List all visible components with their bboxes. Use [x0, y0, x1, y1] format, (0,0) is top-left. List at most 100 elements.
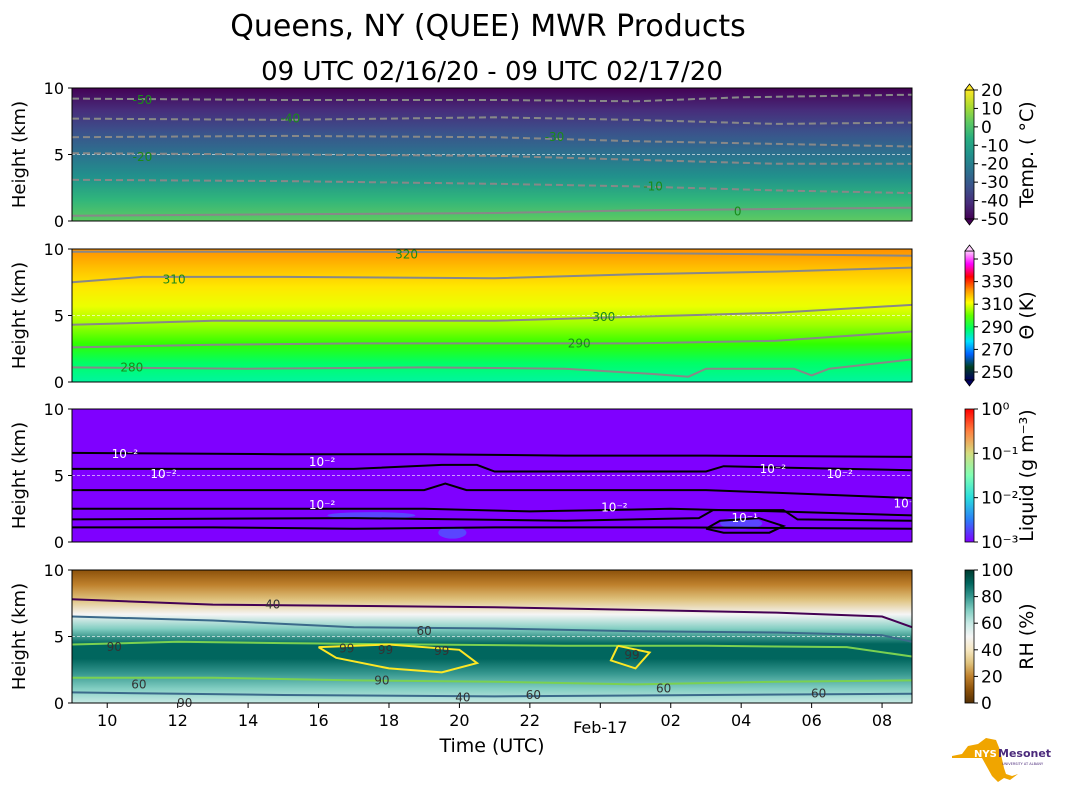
x-tick-label: 06: [801, 711, 821, 730]
panel-liquid-water: 10⁻² 10⁻² 10⁻² 10⁻² 10⁻² 10⁻¹ 10⁻² 10⁻² 10⁻² 0 5 10…: [9, 400, 1038, 553]
y-tick-label: 0: [54, 533, 64, 552]
y-axis-label: Height (km): [9, 422, 30, 529]
contour-label: 99: [339, 641, 354, 655]
contour-label: 310: [163, 273, 186, 287]
y-axis-label: Height (km): [9, 583, 30, 690]
colorbar-label: RH (%): [1016, 603, 1038, 669]
colorbar-tick-label: -20: [981, 155, 1009, 175]
contour-label: 290: [568, 336, 591, 350]
contour-line-99: [609, 644, 652, 670]
contour-line-10⁻²: [72, 463, 913, 473]
colorbar-label: Temp. ( °C): [1016, 101, 1038, 208]
colorbar-relative-humidity: 100 80 60 40 20 0 RH (%): [964, 561, 1038, 714]
x-axis: 10 12 14 16 18 20 22 Feb-17 02 04 06 08: [97, 703, 892, 737]
liquid-blob: [327, 512, 416, 519]
y-tick-label: 10: [44, 400, 64, 419]
contour-line-310: [71, 266, 913, 284]
contour-line-0: [71, 206, 913, 217]
contour-label: 10⁻²: [112, 447, 139, 461]
contour-line-280: [71, 358, 913, 378]
y-tick-label: 5: [54, 146, 64, 165]
x-tick-label: 02: [661, 711, 681, 730]
contour-line-10⁻²: [72, 526, 913, 530]
contour-line--10: [71, 178, 913, 195]
colorbar-tick-label: 270: [981, 340, 1013, 360]
contour-label: 10⁻²: [309, 455, 336, 469]
nys-mesonet-logo: NYS Mesonet UNIVERSITY AT ALBANY: [952, 738, 1051, 782]
y-tick-label: 5: [54, 467, 64, 486]
colorbar-bar: [964, 408, 975, 543]
contour-label: 10⁻²: [601, 500, 628, 514]
y-tick-label: 10: [44, 561, 64, 580]
contour-label: 320: [395, 247, 418, 261]
colorbar-tick-label: 10⁻³: [981, 533, 1018, 553]
y-tick-label: 5: [54, 307, 64, 326]
colorbar-tick-label: 0: [981, 694, 992, 714]
contour-label: -30: [545, 130, 565, 144]
colorbar-tick-label: 60: [981, 614, 1003, 634]
colorbar-tick-label: 20: [981, 81, 1003, 101]
contour-line-10⁻²: [72, 482, 913, 500]
colorbar-tick-label: 310: [981, 295, 1013, 315]
colorbar-tick-label: 10⁻¹: [981, 444, 1018, 464]
liquid-blob: [438, 526, 467, 539]
contour-line-60: [71, 691, 913, 698]
x-tick-label: 10: [97, 711, 117, 730]
ny-state-shape-icon: [952, 738, 1018, 782]
colorbar-tick-label: 350: [981, 250, 1013, 270]
colorbar-extend-max: [964, 244, 975, 252]
colorbar-tick-label: -30: [981, 173, 1009, 193]
x-tick-label: 20: [449, 711, 469, 730]
contour-line--40: [71, 116, 913, 125]
y-axis-label: Height (km): [9, 101, 30, 208]
colorbar-label: Liquid (g m⁻³): [1016, 409, 1038, 541]
colorbar-tick-label: 250: [981, 363, 1013, 383]
colorbar-tick-label: 10⁰: [981, 400, 1010, 420]
colorbar-tick-label: -10: [981, 136, 1009, 156]
x-tick-label: 04: [731, 711, 751, 730]
contour-label: -10: [643, 179, 663, 193]
contour-label: 90: [107, 640, 122, 654]
figure-title: Queens, NY (QUEE) MWR Products: [230, 9, 745, 44]
contour-line-60: [71, 615, 913, 643]
contour-line-90: [72, 676, 913, 686]
contour-label: 90: [374, 673, 389, 687]
contour-label: -50: [133, 93, 153, 107]
colorbar-bar: [964, 89, 975, 220]
contour-line-10⁻¹: [705, 517, 787, 534]
contour-label: 60: [811, 687, 826, 701]
contour-line-290: [71, 330, 913, 349]
colorbar-extend-min: [964, 218, 975, 226]
colorbar-bar: [964, 250, 975, 381]
contour-line-320: [72, 250, 913, 257]
contour-label: -40: [281, 112, 301, 126]
colorbar-tick-label: -40: [981, 192, 1009, 212]
x-tick-label: 14: [238, 711, 258, 730]
contour-label: 60: [656, 681, 671, 695]
contour-line-10⁻²: [72, 507, 913, 517]
logo-nys: NYS: [974, 749, 997, 760]
logo-mesonet: Mesonet: [998, 747, 1051, 760]
contour-line-300: [71, 303, 913, 326]
contour-label: 10⁻²: [894, 496, 921, 510]
contour-label: 0: [734, 205, 742, 219]
contour-label: 10⁻²: [760, 462, 787, 476]
y-tick-label: 0: [54, 694, 64, 713]
colorbar-extend-min: [964, 379, 975, 387]
colorbar-bar: [964, 569, 975, 704]
colorbar-tick-label: 80: [981, 588, 1003, 608]
y-tick-label: 5: [54, 628, 64, 647]
x-tick-label: 16: [308, 711, 328, 730]
colorbar-tick-label: -50: [981, 210, 1009, 230]
colorbar-tick-label: 0: [981, 118, 992, 138]
x-tick-label: 12: [167, 711, 187, 730]
logo-university: UNIVERSITY AT ALBANY: [1002, 762, 1044, 766]
